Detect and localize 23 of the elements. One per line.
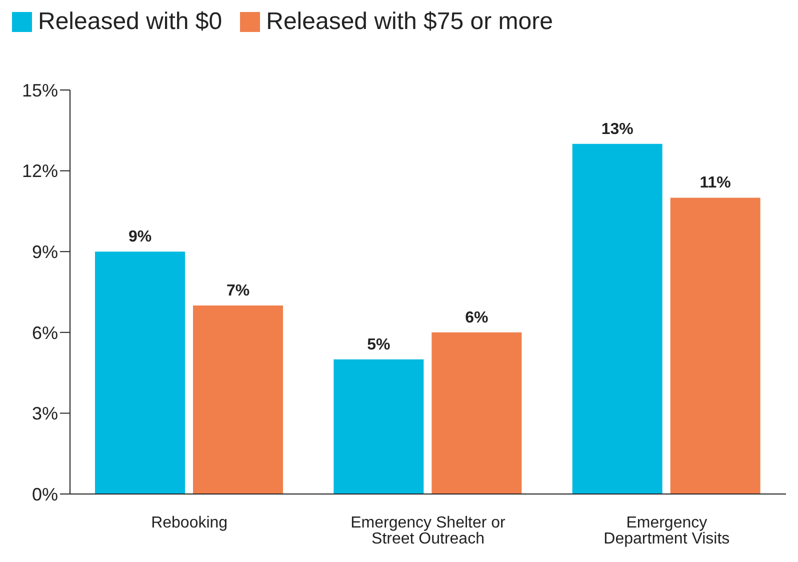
bar <box>670 198 760 494</box>
bar <box>95 252 185 494</box>
data-label: 11% <box>700 174 731 192</box>
data-label: 5% <box>367 336 390 354</box>
bar <box>334 359 424 494</box>
bar <box>572 144 662 494</box>
y-tick-label: 9% <box>32 242 58 262</box>
data-label: 13% <box>601 120 634 138</box>
x-tick-label: Emergency Shelter or Street Outreach <box>350 514 506 548</box>
bar <box>432 332 522 494</box>
x-tick-label: Rebooking <box>151 514 228 532</box>
y-tick-label: 15% <box>22 80 58 100</box>
data-label: 9% <box>128 228 152 246</box>
legend-label: Released with $75 or more <box>266 8 553 36</box>
data-label: 7% <box>226 282 250 300</box>
data-label: 6% <box>465 309 488 326</box>
y-tick-label: 3% <box>32 404 58 424</box>
legend-label: Released with $0 <box>38 8 222 36</box>
y-tick-label: 0% <box>32 484 58 504</box>
y-tick-label: 6% <box>32 322 58 343</box>
bar <box>193 305 283 494</box>
y-tick-label: 12% <box>22 161 58 182</box>
x-tick-label: Emergency Department Visits <box>604 514 730 548</box>
